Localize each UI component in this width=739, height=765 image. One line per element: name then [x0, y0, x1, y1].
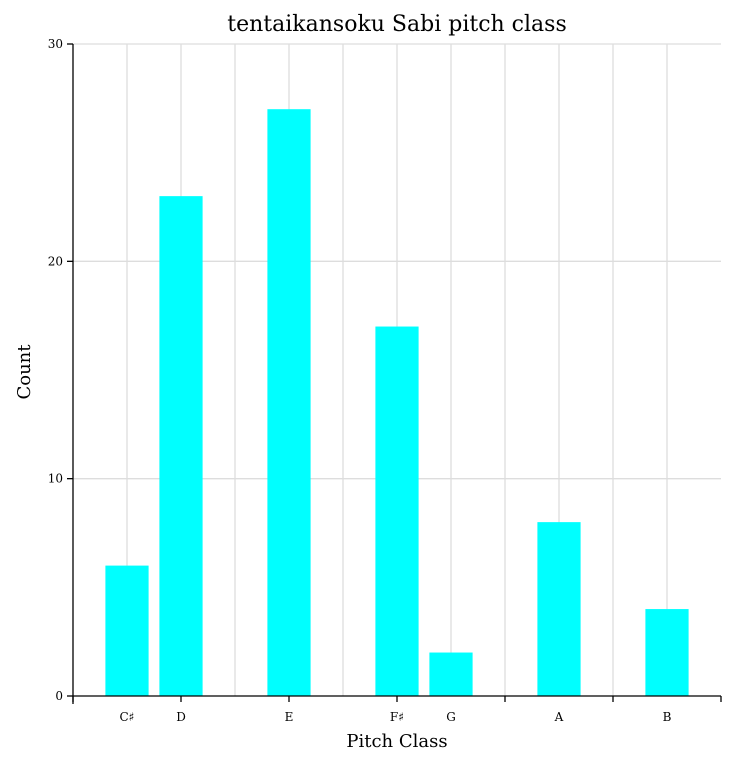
x-axis-label: Pitch Class	[346, 731, 447, 752]
bar-E	[267, 109, 311, 696]
x-tick-label: G	[446, 710, 456, 724]
x-tick-label: C♯	[120, 710, 135, 724]
x-tick-label: D	[176, 710, 186, 724]
bar-F♯	[375, 326, 419, 696]
bars	[105, 109, 689, 696]
x-tick-label: B	[663, 710, 672, 724]
bar-B	[645, 609, 689, 696]
y-axis-label: Count	[14, 344, 35, 400]
y-tick-label: 10	[48, 472, 63, 486]
y-tick-label: 0	[55, 689, 63, 703]
x-tick-label: F♯	[390, 710, 404, 724]
y-tick-label: 30	[48, 37, 63, 51]
bar-D	[159, 196, 203, 696]
bar-C♯	[105, 565, 149, 696]
chart-title: tentaikansoku Sabi pitch class	[227, 12, 566, 37]
bar-A	[537, 522, 581, 696]
y-tick-label: 20	[48, 254, 63, 268]
x-tick-label: E	[285, 710, 294, 724]
ticks: 0 10 20 30 C♯ D E F♯ G A B	[48, 37, 722, 724]
x-tick-label: A	[554, 710, 564, 724]
bar-G	[429, 652, 473, 696]
